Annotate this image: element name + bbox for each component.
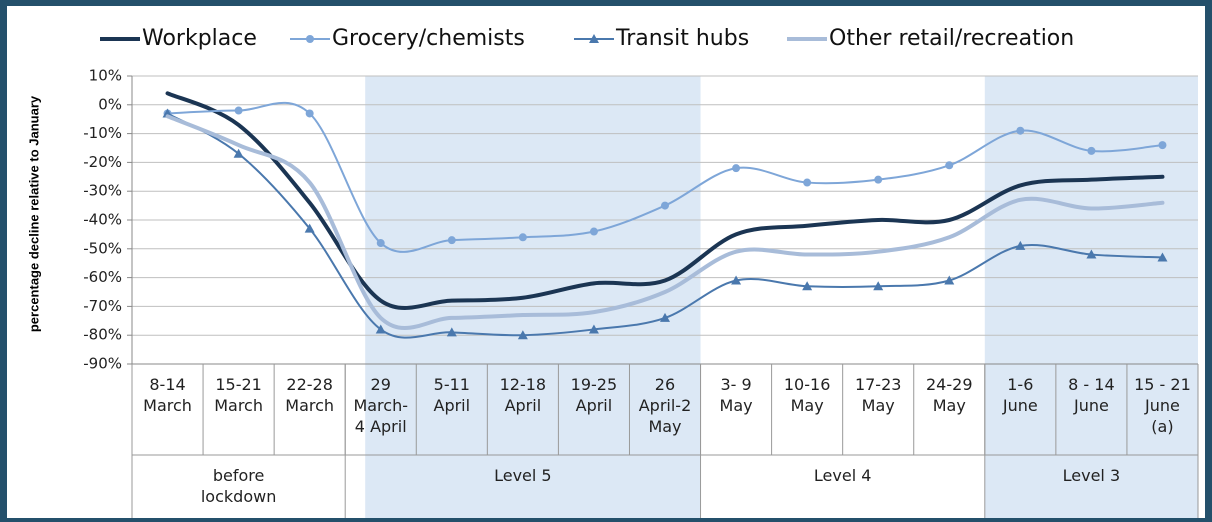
marker <box>1157 252 1168 262</box>
x-tick-label: 12-18 April <box>499 375 547 415</box>
series-line <box>165 114 1165 330</box>
marker <box>518 233 527 242</box>
x-tick-label: 3- 9 May <box>719 375 753 415</box>
x-tick-label: 8 - 14 June <box>1068 375 1115 415</box>
group-label: Level 4 <box>813 466 872 485</box>
y-tick-label: -80% <box>83 326 122 344</box>
marker <box>803 178 812 187</box>
legend-label: Transit hubs <box>615 26 749 51</box>
y-tick-label: 0% <box>98 95 122 113</box>
x-tick-label: 19-25 April <box>570 375 618 415</box>
x-tick-label: 5-11 April <box>433 375 471 415</box>
y-tick-label: 10% <box>89 67 122 85</box>
marker <box>874 175 883 184</box>
legend-marker <box>589 34 599 43</box>
series-line <box>165 91 1165 310</box>
x-tick-label: 10-16 May <box>783 375 831 415</box>
legend-label: Other retail/recreation <box>829 26 1074 51</box>
y-tick-label: -20% <box>83 153 122 171</box>
y-tick-label: -60% <box>83 268 122 286</box>
marker <box>447 236 456 245</box>
x-tick-label: 24-29 May <box>926 375 973 415</box>
marker <box>589 227 598 236</box>
marker <box>1158 141 1167 150</box>
marker <box>732 164 741 173</box>
x-tick-label: 15 - 21 June (a) <box>1134 375 1191 436</box>
y-tick-label: -30% <box>83 182 122 200</box>
marker <box>661 201 669 210</box>
marker <box>944 275 955 285</box>
group-label: before lockdown <box>200 466 277 506</box>
group-label: Level 5 <box>494 466 552 485</box>
marker <box>873 281 884 291</box>
marker <box>234 106 243 115</box>
marker <box>660 312 670 322</box>
x-tick-label: 8-14 March <box>143 375 192 415</box>
group-shade <box>984 76 1198 518</box>
marker <box>233 148 244 158</box>
series-line <box>166 101 1164 253</box>
y-tick-label: -90% <box>83 355 122 373</box>
marker <box>588 324 599 334</box>
x-tick-label: 1-6 June <box>1002 375 1038 415</box>
marker <box>376 239 385 248</box>
chart: percentage decline relative to January 1… <box>26 26 1199 518</box>
marker <box>304 223 315 233</box>
marker <box>446 327 457 337</box>
marker <box>1015 240 1026 250</box>
legend-label: Grocery/chemists <box>332 26 525 51</box>
marker <box>802 281 813 291</box>
y-tick-label: -40% <box>83 211 122 229</box>
group-label: Level 3 <box>1062 466 1121 485</box>
chart-frame: percentage decline relative to January 1… <box>7 6 1205 518</box>
marker <box>1016 126 1025 135</box>
x-tick-label: 29 March- 4 April <box>353 375 408 436</box>
marker <box>1087 146 1096 155</box>
legend-marker <box>306 35 314 43</box>
marker <box>945 161 954 170</box>
legend-label: Workplace <box>142 26 257 51</box>
series-line <box>166 112 1164 339</box>
y-tick-label: -10% <box>83 124 122 142</box>
y-tick-label: -70% <box>83 297 122 315</box>
x-tick-label: 26 April-2 May <box>638 375 692 436</box>
y-axis-label: percentage decline relative to January <box>26 95 41 332</box>
x-tick-label: 15-21 March <box>214 375 263 415</box>
y-tick-label: -50% <box>83 239 122 257</box>
x-tick-label: 17-23 May <box>854 375 902 415</box>
marker <box>375 324 386 334</box>
x-tick-label: 22-28 March <box>285 375 335 415</box>
marker <box>517 330 528 340</box>
marker <box>731 275 742 285</box>
marker <box>1086 249 1097 259</box>
marker <box>305 109 314 118</box>
